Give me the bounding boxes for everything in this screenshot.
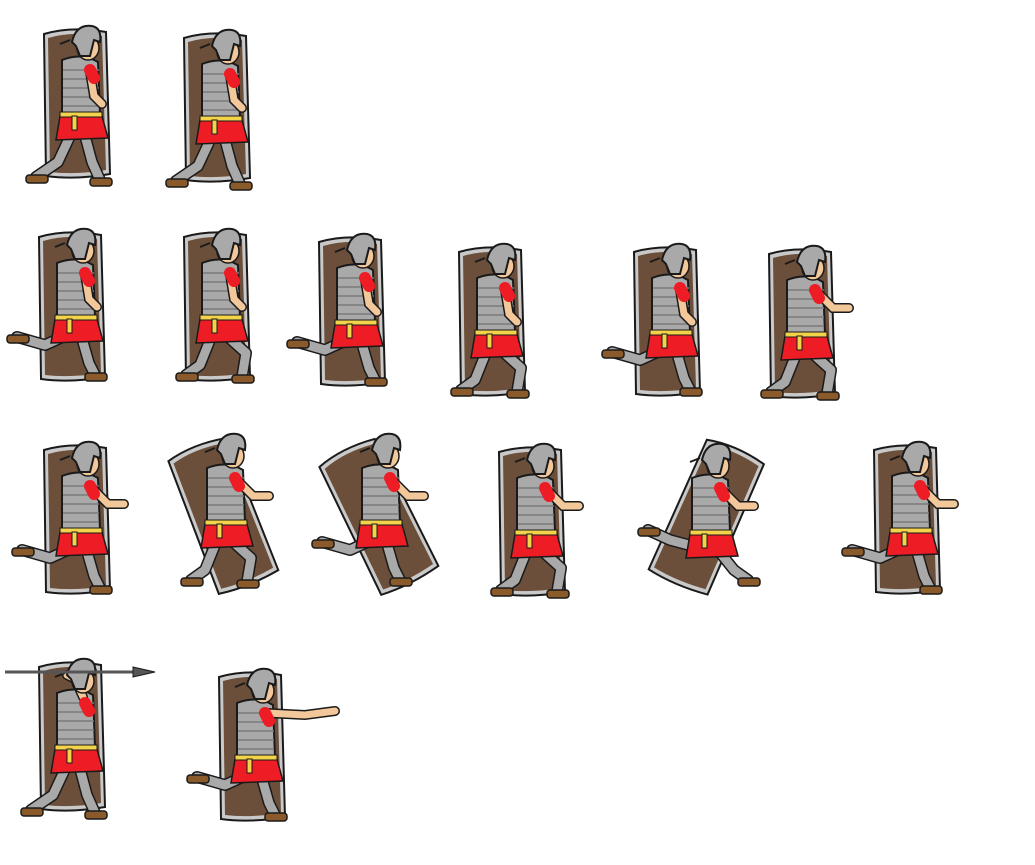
sprite-frame-run-1 (11, 440, 129, 595)
armor (361, 463, 402, 526)
armor (786, 275, 827, 338)
sprite-frame-run-6 (841, 440, 959, 595)
helmet (485, 242, 517, 275)
sprite-frame-walk-4 (450, 242, 530, 399)
helmet (210, 227, 242, 260)
helmet (900, 440, 932, 473)
armor (516, 473, 557, 536)
armor (206, 463, 247, 526)
helmet (370, 432, 402, 465)
helmet (345, 232, 377, 265)
sprite-frame-run-5 (637, 438, 766, 596)
helmet (70, 24, 102, 57)
sprite-frame-run-4 (490, 442, 584, 599)
helmet (660, 242, 692, 275)
helmet (210, 28, 242, 61)
sprite-frame-idle-2 (165, 28, 253, 191)
helmet (525, 442, 557, 475)
sprite-frame-idle-1 (25, 24, 113, 187)
armor (56, 688, 97, 751)
sprite-frame-walk-1 (6, 227, 108, 382)
sprite-frame-run-2 (167, 432, 280, 596)
sprite-frame-run-3 (311, 432, 440, 597)
armor (891, 471, 932, 534)
helmet (70, 440, 102, 473)
armor (61, 471, 102, 534)
sprite-frame-walk-5 (601, 242, 703, 397)
sprite-frame-throw-1 (5, 657, 156, 820)
helmet (215, 432, 247, 465)
sprite-frame-throw-2 (186, 667, 340, 822)
helmet (65, 227, 97, 260)
sprite-frame-walk-2 (175, 227, 255, 384)
sprite-frame-walk-3 (286, 232, 388, 387)
helmet (700, 442, 732, 475)
helmet (245, 667, 277, 700)
helmet (795, 244, 827, 277)
armor (691, 473, 732, 536)
sprite-frame-walk-6 (760, 244, 854, 401)
